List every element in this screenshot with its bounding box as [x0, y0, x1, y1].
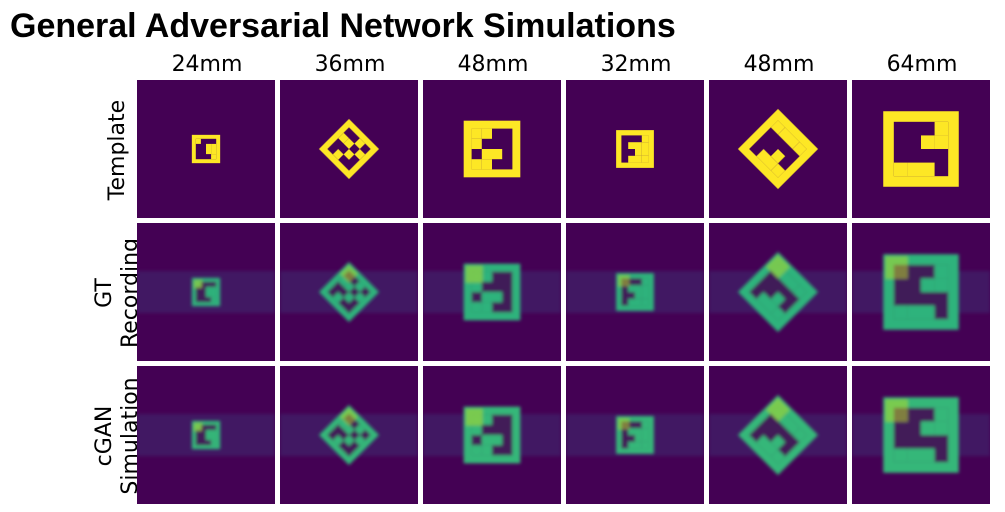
panel-gt-recording-48mm [709, 223, 847, 361]
panel-gt-recording-36mm [280, 223, 418, 361]
panel-template-48mm [423, 80, 561, 218]
panel-cgan-simulation-64mm [852, 366, 990, 504]
panel-template-36mm [280, 80, 418, 218]
panel-cgan-simulation-48mm [709, 366, 847, 504]
panel-gt-recording-24mm [137, 223, 275, 361]
panel-gt-recording-32mm [566, 223, 704, 361]
panel-cgan-simulation-24mm [137, 366, 275, 504]
panel-cgan-simulation-48mm [423, 366, 561, 504]
panel-template-48mm [709, 80, 847, 218]
panel-cgan-simulation-36mm [280, 366, 418, 504]
column-header-36mm: 36mm [314, 52, 386, 77]
panel-template-24mm [137, 80, 275, 218]
column-header-24mm: 24mm [171, 52, 243, 77]
column-header-48mm: 48mm [457, 52, 529, 77]
column-header-64mm: 64mm [886, 52, 958, 77]
panel-gt-recording-64mm [852, 223, 990, 361]
row-label-gt-line1: GT [92, 278, 117, 308]
column-header-32mm: 32mm [600, 52, 672, 77]
figure-title: General Adversarial Network Simulations [10, 7, 676, 45]
panel-cgan-simulation-32mm [566, 366, 704, 504]
panel-gt-recording-48mm [423, 223, 561, 361]
panel-template-64mm [852, 80, 990, 218]
row-label-template-line1: Template [105, 99, 130, 201]
row-label-cgan-line1: cGAN [92, 405, 117, 467]
column-header-48mm-b: 48mm [743, 52, 815, 77]
panel-template-32mm [566, 80, 704, 218]
